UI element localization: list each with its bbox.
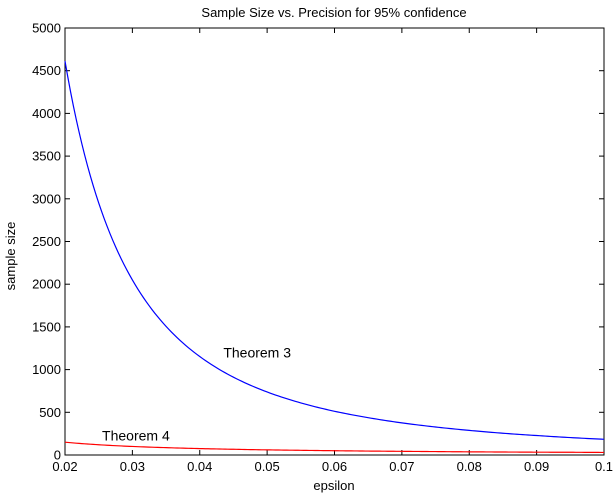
x-tick-label: 0.1 [595, 459, 613, 474]
x-tick-label: 0.07 [389, 459, 414, 474]
plot-area [64, 27, 605, 456]
series-line-theorem-3 [64, 61, 605, 440]
y-tick-label: 1500 [32, 319, 61, 334]
y-tick-label: 1000 [32, 362, 61, 377]
series-layer [64, 61, 605, 454]
x-tick-label: 0.06 [322, 459, 347, 474]
y-tick-label: 500 [39, 405, 61, 420]
y-axis-label: sample size [3, 222, 18, 291]
x-axis: 0.02 0.03 0.04 0.05 0.06 0.07 0.08 0.09 0.1 [52, 28, 613, 474]
y-tick-label: 5000 [32, 21, 61, 36]
annotation-label: Theorem 4 [102, 427, 170, 443]
x-tick-label: 0.05 [254, 459, 279, 474]
y-tick-label: 0 [54, 448, 61, 463]
y-tick-label: 3000 [32, 191, 61, 206]
x-tick-label: 0.03 [120, 459, 145, 474]
plot-frame [64, 27, 605, 456]
annotation-label: Theorem 3 [223, 345, 291, 361]
y-tick-label: 4000 [32, 106, 61, 121]
series-line-theorem-4 [64, 441, 605, 454]
y-axis: 0 500 1000 1500 2000 2500 3000 3500 4000 4500 5000 [32, 21, 604, 463]
y-tick-label: 2000 [32, 277, 61, 292]
x-axis-label: epsilon [313, 478, 354, 493]
x-tick-label: 0.02 [52, 459, 77, 474]
annotations: Theorem 3 Theorem 4 [102, 345, 291, 444]
x-tick-label: 0.08 [457, 459, 482, 474]
y-tick-label: 4500 [32, 63, 61, 78]
x-tick-label: 0.09 [524, 459, 549, 474]
y-tick-label: 3500 [32, 149, 61, 164]
y-tick-label: 2500 [32, 234, 61, 249]
x-tick-label: 0.04 [187, 459, 212, 474]
chart-title: Sample Size vs. Precision for 95% confid… [201, 5, 466, 20]
